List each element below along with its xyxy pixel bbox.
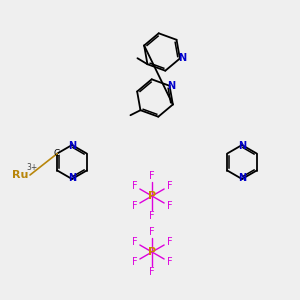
Text: Ru: Ru: [12, 170, 28, 180]
Text: F: F: [149, 267, 155, 277]
Text: C: C: [53, 149, 59, 158]
Text: F: F: [132, 201, 137, 211]
Text: F: F: [149, 227, 155, 237]
Text: N: N: [167, 81, 175, 91]
Text: N: N: [68, 173, 76, 183]
Text: N: N: [238, 173, 246, 183]
Text: N: N: [178, 53, 186, 64]
Text: F: F: [167, 181, 172, 191]
Text: P: P: [148, 247, 156, 257]
Text: F: F: [149, 211, 155, 221]
Text: N: N: [68, 141, 76, 151]
Text: N: N: [238, 141, 246, 151]
Text: F: F: [149, 171, 155, 181]
Text: P: P: [148, 191, 156, 201]
Text: F: F: [132, 181, 137, 191]
Text: F: F: [167, 201, 172, 211]
Text: 3+: 3+: [26, 164, 38, 172]
Text: F: F: [167, 237, 172, 247]
Text: F: F: [132, 237, 137, 247]
Text: F: F: [132, 257, 137, 267]
Text: F: F: [167, 257, 172, 267]
